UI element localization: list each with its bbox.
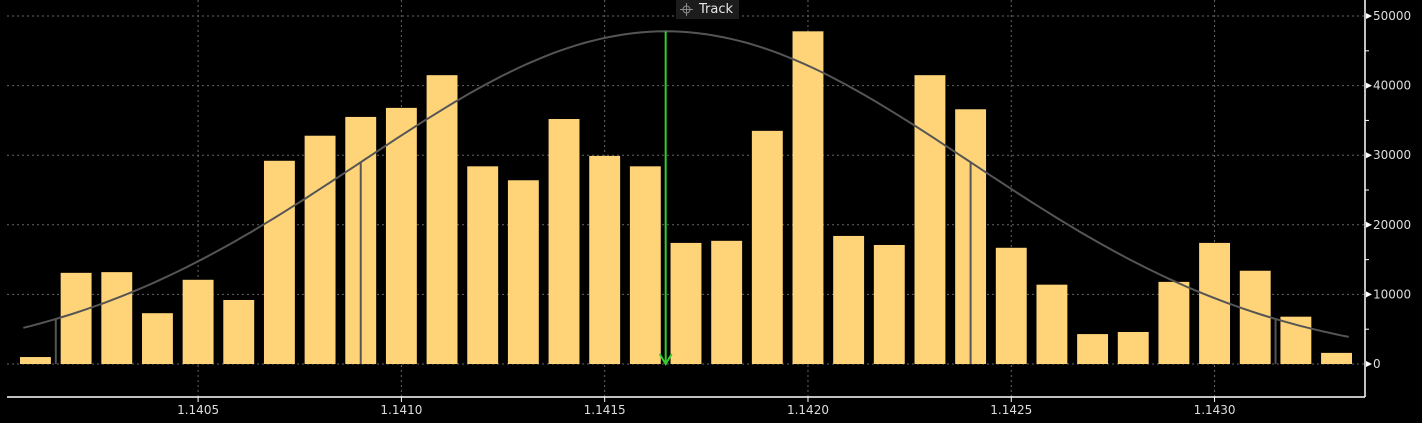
bar [792, 31, 824, 365]
y-tick-label: 20000 [1373, 218, 1411, 232]
bar [1158, 281, 1190, 365]
bar [141, 313, 173, 365]
y-tick-marker [1366, 361, 1372, 368]
bar [1239, 270, 1271, 365]
bar [670, 242, 702, 365]
x-tick-label: 1.1405 [177, 403, 219, 417]
x-tick-label: 1.1415 [584, 403, 626, 417]
y-tick-marker [1366, 221, 1372, 228]
normal-curve [23, 30, 1349, 338]
bar [548, 119, 580, 365]
bar [1117, 331, 1149, 365]
bar [751, 130, 783, 365]
y-tick-marker [1366, 82, 1372, 89]
bar [1199, 242, 1231, 365]
mean-arrow-icon [658, 353, 673, 366]
bar [426, 75, 458, 365]
y-tick-marker [1366, 13, 1372, 20]
bar [914, 75, 946, 365]
bar [20, 357, 51, 365]
bar [995, 247, 1027, 365]
bar [385, 107, 417, 365]
y-tick-label: 30000 [1373, 148, 1411, 162]
bar [1036, 284, 1068, 365]
bar [629, 166, 661, 365]
bar [60, 272, 92, 365]
crosshair-icon [680, 3, 693, 16]
bar [711, 240, 743, 365]
track-button[interactable]: Track [676, 0, 740, 19]
y-tick-label: 50000 [1373, 9, 1411, 23]
bar [101, 272, 133, 365]
x-tick-label: 1.1420 [787, 403, 829, 417]
x-tick-label: 1.1410 [380, 403, 422, 417]
bar [873, 244, 905, 365]
bar [1077, 334, 1109, 365]
y-tick-label: 10000 [1373, 287, 1411, 301]
bar [833, 235, 865, 365]
y-tick-marker [1366, 291, 1372, 298]
bar [1321, 352, 1352, 365]
bar [467, 166, 499, 365]
y-tick-label: 0 [1373, 357, 1381, 371]
x-tick-label: 1.1425 [990, 403, 1032, 417]
bar [182, 279, 214, 365]
bar [589, 155, 621, 365]
bar [263, 160, 295, 365]
track-label: Track [699, 2, 734, 17]
bar [223, 299, 255, 365]
y-tick-marker [1366, 152, 1372, 159]
x-tick-label: 1.1430 [1194, 403, 1236, 417]
bar [507, 180, 539, 365]
y-tick-label: 40000 [1373, 79, 1411, 93]
bar [304, 135, 336, 365]
